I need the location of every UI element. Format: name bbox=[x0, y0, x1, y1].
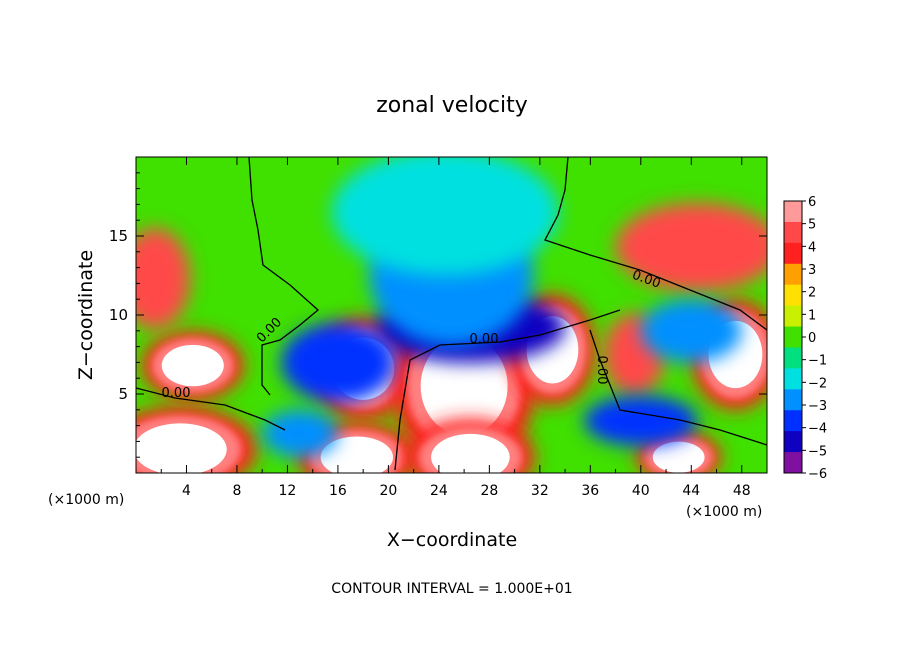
x-tick-label: 12 bbox=[279, 483, 297, 499]
colorbar-label: −2 bbox=[808, 376, 827, 391]
x-unit-right: (×1000 m) bbox=[686, 504, 762, 520]
colorbar-label: 3 bbox=[808, 263, 816, 278]
colorbar-label: 5 bbox=[808, 218, 816, 233]
y-tick-label: 5 bbox=[118, 385, 128, 403]
field-peak bbox=[431, 433, 510, 473]
field-blob bbox=[262, 409, 338, 458]
y-axis-label: Z−coordinate bbox=[75, 250, 97, 380]
colorbar-swatch bbox=[784, 263, 802, 286]
x-tick-label: 20 bbox=[379, 483, 397, 499]
plot-area: 0.000.000.000.000.00 bbox=[136, 157, 767, 473]
field-blob bbox=[584, 395, 698, 447]
contour-label: 0.00 bbox=[594, 356, 609, 385]
field-blob bbox=[615, 202, 767, 292]
colorbar-swatch bbox=[784, 326, 802, 348]
colorbar-swatch bbox=[784, 410, 802, 432]
colorbar-swatch bbox=[784, 284, 802, 307]
x-tick-label: 32 bbox=[531, 483, 549, 499]
chart-title: zonal velocity bbox=[376, 93, 528, 118]
contour-line bbox=[589, 329, 767, 446]
x-tick-label: 36 bbox=[581, 483, 599, 499]
heatmap-field bbox=[136, 157, 767, 473]
field-blob bbox=[640, 299, 742, 363]
x-tick-label: 28 bbox=[480, 483, 498, 499]
colorbar-swatch bbox=[784, 305, 802, 328]
x-tick-label: 16 bbox=[329, 483, 347, 499]
y-tick-label: 15 bbox=[109, 227, 128, 245]
colorbar-label: 2 bbox=[808, 286, 816, 301]
colorbar-swatch bbox=[784, 221, 802, 244]
contour-line bbox=[136, 387, 286, 431]
contour-line bbox=[544, 157, 767, 331]
colorbar-label: 6 bbox=[808, 195, 816, 210]
field-blob bbox=[136, 228, 191, 330]
colorbar-label: −6 bbox=[808, 467, 827, 482]
colorbar-swatch bbox=[784, 347, 802, 369]
colorbar-label: 0 bbox=[808, 331, 816, 346]
x-tick-label: 24 bbox=[430, 483, 448, 499]
zero-contours: 0.000.000.000.000.00 bbox=[136, 157, 767, 471]
contour-line bbox=[394, 309, 621, 471]
field-peak bbox=[320, 436, 394, 473]
colorbar-label: −5 bbox=[808, 444, 827, 459]
field-blob bbox=[331, 157, 559, 276]
field-peak bbox=[161, 344, 224, 387]
colorbar-swatch bbox=[784, 431, 802, 453]
field-peak bbox=[136, 423, 227, 473]
colorbar: 6 5 4 3 2 1 0 −1 −2 −3 −4 −5 −6 bbox=[783, 195, 827, 482]
colorbar-label: 4 bbox=[808, 240, 816, 255]
x-tick-label: 40 bbox=[632, 483, 650, 499]
x-tick-label: 48 bbox=[733, 483, 751, 499]
x-tick-label: 44 bbox=[682, 483, 700, 499]
field-blob bbox=[281, 322, 395, 402]
x-unit-left: (×1000 m) bbox=[48, 492, 124, 508]
colorbar-label: −3 bbox=[808, 399, 827, 414]
x-tick-label: 8 bbox=[232, 483, 241, 499]
colorbar-swatch bbox=[784, 242, 802, 265]
y-tick-label: 10 bbox=[109, 306, 128, 324]
contour-label: 0.00 bbox=[470, 332, 499, 347]
y-axis: 5 10 15 bbox=[109, 172, 767, 458]
contour-line bbox=[248, 157, 319, 396]
contour-label: 0.00 bbox=[162, 386, 191, 401]
field-peak bbox=[652, 441, 705, 473]
colorbar-label: −1 bbox=[808, 354, 827, 369]
contour-interval-note: CONTOUR INTERVAL = 1.000E+01 bbox=[331, 581, 572, 597]
colorbar-label: 1 bbox=[808, 308, 816, 323]
colorbar-swatch bbox=[784, 368, 802, 390]
x-axis-label: X−coordinate bbox=[387, 529, 517, 551]
colorbar-label: −4 bbox=[808, 422, 827, 437]
x-tick-label: 4 bbox=[182, 483, 191, 499]
colorbar-swatch bbox=[784, 389, 802, 411]
x-axis: 4 8 12 16 20 24 28 32 36 40 44 48 bbox=[160, 157, 751, 499]
colorbar-swatch bbox=[784, 201, 802, 223]
colorbar-swatch bbox=[784, 452, 802, 474]
